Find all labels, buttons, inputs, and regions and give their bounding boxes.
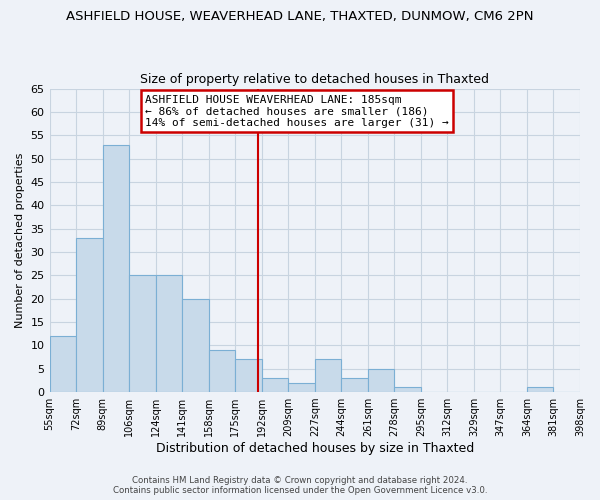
Text: Contains HM Land Registry data © Crown copyright and database right 2024.
Contai: Contains HM Land Registry data © Crown c… <box>113 476 487 495</box>
X-axis label: Distribution of detached houses by size in Thaxted: Distribution of detached houses by size … <box>155 442 474 455</box>
Bar <box>527 388 553 392</box>
Title: Size of property relative to detached houses in Thaxted: Size of property relative to detached ho… <box>140 73 489 86</box>
Bar <box>209 350 235 392</box>
Bar <box>341 378 368 392</box>
Bar <box>262 378 288 392</box>
Bar <box>182 298 209 392</box>
Bar <box>235 360 262 392</box>
Bar <box>50 336 76 392</box>
Bar <box>76 238 103 392</box>
Bar <box>394 388 421 392</box>
Bar <box>155 276 182 392</box>
Bar <box>288 382 315 392</box>
Text: ASHFIELD HOUSE, WEAVERHEAD LANE, THAXTED, DUNMOW, CM6 2PN: ASHFIELD HOUSE, WEAVERHEAD LANE, THAXTED… <box>66 10 534 23</box>
Bar <box>315 360 341 392</box>
Bar <box>129 276 155 392</box>
Y-axis label: Number of detached properties: Number of detached properties <box>15 152 25 328</box>
Bar <box>368 368 394 392</box>
Text: ASHFIELD HOUSE WEAVERHEAD LANE: 185sqm
← 86% of detached houses are smaller (186: ASHFIELD HOUSE WEAVERHEAD LANE: 185sqm ←… <box>145 94 449 128</box>
Bar <box>103 144 129 392</box>
